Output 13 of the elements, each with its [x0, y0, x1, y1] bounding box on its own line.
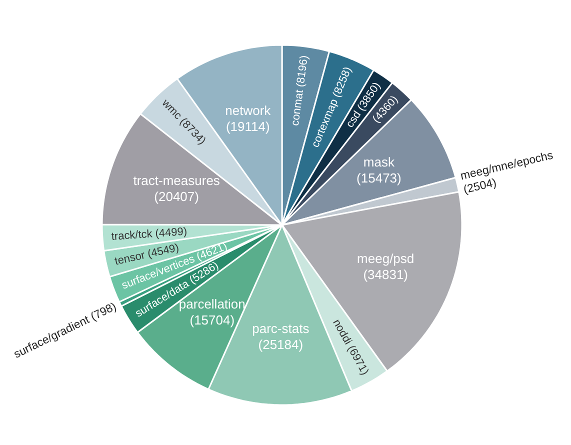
slice-label: track/tck (4499) [111, 226, 188, 244]
slice-label: conmat (8196) [289, 54, 311, 127]
slice-label: tract-measures [133, 172, 220, 188]
slice-label: network [225, 103, 272, 118]
data-label: (15704) [190, 312, 235, 328]
data-label: (20407) [154, 188, 199, 204]
slice-label: meeg/psd [357, 250, 414, 266]
slice-label: parc-stats [252, 321, 310, 336]
data-label: (15473) [356, 170, 402, 186]
slice-label: mask [363, 154, 395, 170]
data-label: (19114) [226, 119, 270, 134]
data-label: (25184) [258, 337, 304, 352]
data-label: (34831) [363, 266, 408, 282]
